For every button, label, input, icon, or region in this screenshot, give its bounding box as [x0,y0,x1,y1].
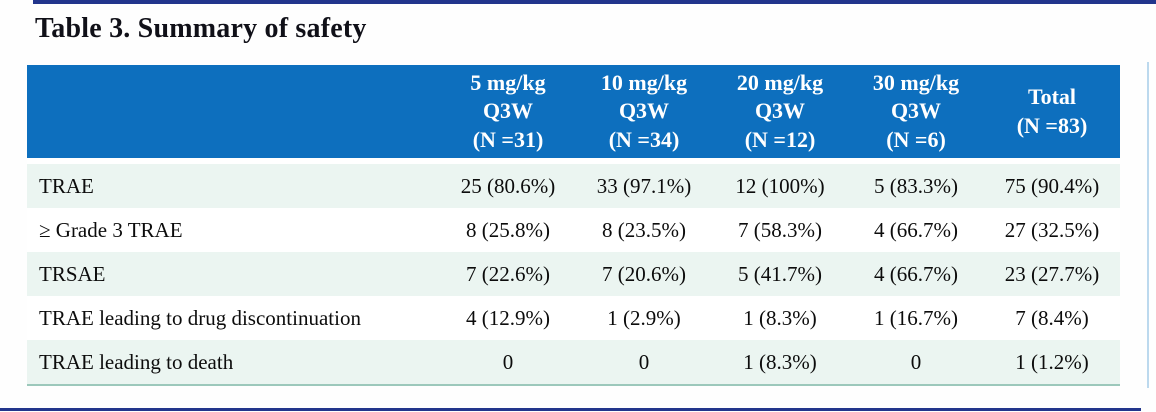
safety-summary-table: 5 mg/kg Q3W (N =31) 10 mg/kg Q3W (N =34)… [27,65,1120,386]
column-header-line: (N =12) [744,126,816,152]
column-header-line: 10 mg/kg [600,69,688,95]
value-cell: 7 (20.6%) [576,252,712,296]
column-header-line: Q3W [890,98,942,124]
top-border-line [33,0,1156,4]
column-header-line: 20 mg/kg [736,69,824,95]
value-cell: 7 (8.4%) [984,296,1120,340]
table-row-trae: TRAE 25 (80.6%) 33 (97.1%) 12 (100%) 5 (… [27,164,1120,208]
value-cell: 1 (16.7%) [848,296,984,340]
value-cell: 1 (1.2%) [984,340,1120,386]
column-header-line: 5 mg/kg [470,69,546,95]
right-edge-accent-line [1147,62,1149,388]
row-label: TRAE leading to drug discontinuation [27,296,440,340]
row-label: TRAE leading to death [27,340,440,386]
value-cell: 0 [576,340,712,386]
value-cell: 8 (23.5%) [576,208,712,252]
column-header-line: Q3W [754,98,806,124]
value-cell: 33 (97.1%) [576,164,712,208]
value-cell: 7 (58.3%) [712,208,848,252]
column-header-line: (N =31) [472,126,544,152]
value-cell: 7 (22.6%) [440,252,576,296]
value-cell: 5 (83.3%) [848,164,984,208]
value-cell: 1 (2.9%) [576,296,712,340]
table-title: Table 3. Summary of safety [35,13,367,44]
column-header-10mgkg: 10 mg/kg Q3W (N =34) [576,65,712,164]
value-cell: 1 (8.3%) [712,296,848,340]
column-header-line: (N =83) [1016,112,1088,138]
table-header: 5 mg/kg Q3W (N =31) 10 mg/kg Q3W (N =34)… [27,65,1120,164]
column-header-line: (N =6) [886,126,946,152]
table-row-trae-death: TRAE leading to death 0 0 1 (8.3%) 0 1 (… [27,340,1120,386]
column-header-30mgkg: 30 mg/kg Q3W (N =6) [848,65,984,164]
value-cell: 75 (90.4%) [984,164,1120,208]
column-header-20mgkg: 20 mg/kg Q3W (N =12) [712,65,848,164]
column-header-line: (N =34) [608,126,680,152]
row-label: TRSAE [27,252,440,296]
value-cell: 4 (12.9%) [440,296,576,340]
value-cell: 12 (100%) [712,164,848,208]
value-cell: 4 (66.7%) [848,252,984,296]
value-cell: 0 [440,340,576,386]
value-cell: 4 (66.7%) [848,208,984,252]
table-row-trsae: TRSAE 7 (22.6%) 7 (20.6%) 5 (41.7%) 4 (6… [27,252,1120,296]
header-row: 5 mg/kg Q3W (N =31) 10 mg/kg Q3W (N =34)… [27,65,1120,164]
row-label: ≥ Grade 3 TRAE [27,208,440,252]
value-cell: 8 (25.8%) [440,208,576,252]
column-header-line: Q3W [482,98,534,124]
table-row-grade3-trae: ≥ Grade 3 TRAE 8 (25.8%) 8 (23.5%) 7 (58… [27,208,1120,252]
table-body: TRAE 25 (80.6%) 33 (97.1%) 12 (100%) 5 (… [27,164,1120,386]
column-header-5mgkg: 5 mg/kg Q3W (N =31) [440,65,576,164]
column-header-line: Total [1027,83,1077,109]
value-cell: 27 (32.5%) [984,208,1120,252]
column-header-blank [27,65,440,164]
table-row-trae-discontinuation: TRAE leading to drug discontinuation 4 (… [27,296,1120,340]
column-header-total: Total (N =83) [984,65,1120,164]
row-label: TRAE [27,164,440,208]
column-header-line: 30 mg/kg [872,69,960,95]
bottom-border-line [0,408,1141,411]
column-header-line: Q3W [618,98,670,124]
value-cell: 0 [848,340,984,386]
value-cell: 1 (8.3%) [712,340,848,386]
value-cell: 25 (80.6%) [440,164,576,208]
value-cell: 5 (41.7%) [712,252,848,296]
value-cell: 23 (27.7%) [984,252,1120,296]
